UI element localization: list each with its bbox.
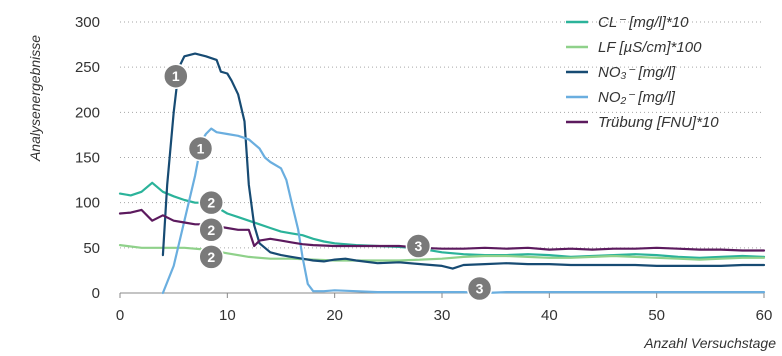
x-tick-label: 40 <box>541 307 558 324</box>
annotation-marker: 1 <box>187 135 214 162</box>
legend-label: LF [µS/cm]*100 <box>598 39 702 56</box>
legend-label: Trübung [FNU]*10 <box>598 114 719 131</box>
annotation-marker: 2 <box>198 244 224 270</box>
x-tick-label: 30 <box>434 307 451 324</box>
annotation-circle <box>163 63 189 89</box>
annotation-marker: 3 <box>405 233 432 259</box>
annotation-markers: 1 1 2 2 2 3 3 <box>163 63 493 302</box>
series-line-1 <box>118 244 766 262</box>
annotation-label: 2 <box>207 195 215 211</box>
x-tick-label: 0 <box>116 307 124 324</box>
y-tick-label: 200 <box>75 104 100 121</box>
axes: 0 50 100 150 200 250 300 0 10 20 30 40 50 60 <box>75 14 772 324</box>
series-line-3 <box>161 127 766 295</box>
annotation-circle <box>187 135 214 162</box>
legend-label: CL⁻ [mg/l]*10 <box>598 14 689 31</box>
legend-label: NO₂⁻ [mg/l] <box>598 89 676 106</box>
legend-label: NO₃⁻ [mg/l] <box>598 64 676 81</box>
legend: CL⁻ [mg/l]*10 LF [µS/cm]*100 NO₃⁻ [mg/l] NO… <box>566 14 719 131</box>
annotation-circle <box>198 217 224 243</box>
y-tick-label: 250 <box>75 59 100 76</box>
annotation-marker: 3 <box>466 275 493 302</box>
x-axis-label: Anzahl Versuchstage <box>643 335 776 351</box>
annotation-circle <box>198 189 224 216</box>
annotation-label: 3 <box>476 280 484 296</box>
annotation-label: 2 <box>207 249 215 265</box>
annotation-label: 1 <box>197 140 205 156</box>
annotation-circle <box>466 275 493 302</box>
series-line-4 <box>118 208 766 252</box>
y-axis-label: Analysenergebnisse <box>27 35 43 162</box>
series-line-2 <box>161 52 766 270</box>
series-lines <box>118 52 766 295</box>
legend-item: NO₂⁻ [mg/l] <box>566 89 676 106</box>
annotation-circle <box>405 233 432 259</box>
annotation-label: 3 <box>414 238 422 254</box>
legend-item: Trübung [FNU]*10 <box>566 114 719 131</box>
annotation-marker: 1 <box>163 63 189 89</box>
annotation-circle <box>198 244 224 270</box>
x-tick-label: 10 <box>219 307 236 324</box>
y-tick-label: 150 <box>75 150 100 167</box>
x-tick-label: 20 <box>326 307 343 324</box>
y-tick-label: 100 <box>75 195 100 212</box>
y-tick-label: 0 <box>92 285 100 302</box>
annotation-label: 2 <box>207 222 215 238</box>
x-tick-label: 50 <box>648 307 665 324</box>
legend-item: LF [µS/cm]*100 <box>566 39 702 56</box>
x-tick-label: 60 <box>756 307 773 324</box>
legend-item: CL⁻ [mg/l]*10 <box>566 14 689 31</box>
annotation-label: 1 <box>172 68 180 84</box>
annotation-marker: 2 <box>198 217 224 243</box>
series-line-0 <box>118 181 766 259</box>
y-tick-label: 300 <box>75 14 100 31</box>
y-tick-label: 50 <box>83 240 100 257</box>
legend-item: NO₃⁻ [mg/l] <box>566 64 676 81</box>
annotation-marker: 2 <box>198 189 224 216</box>
